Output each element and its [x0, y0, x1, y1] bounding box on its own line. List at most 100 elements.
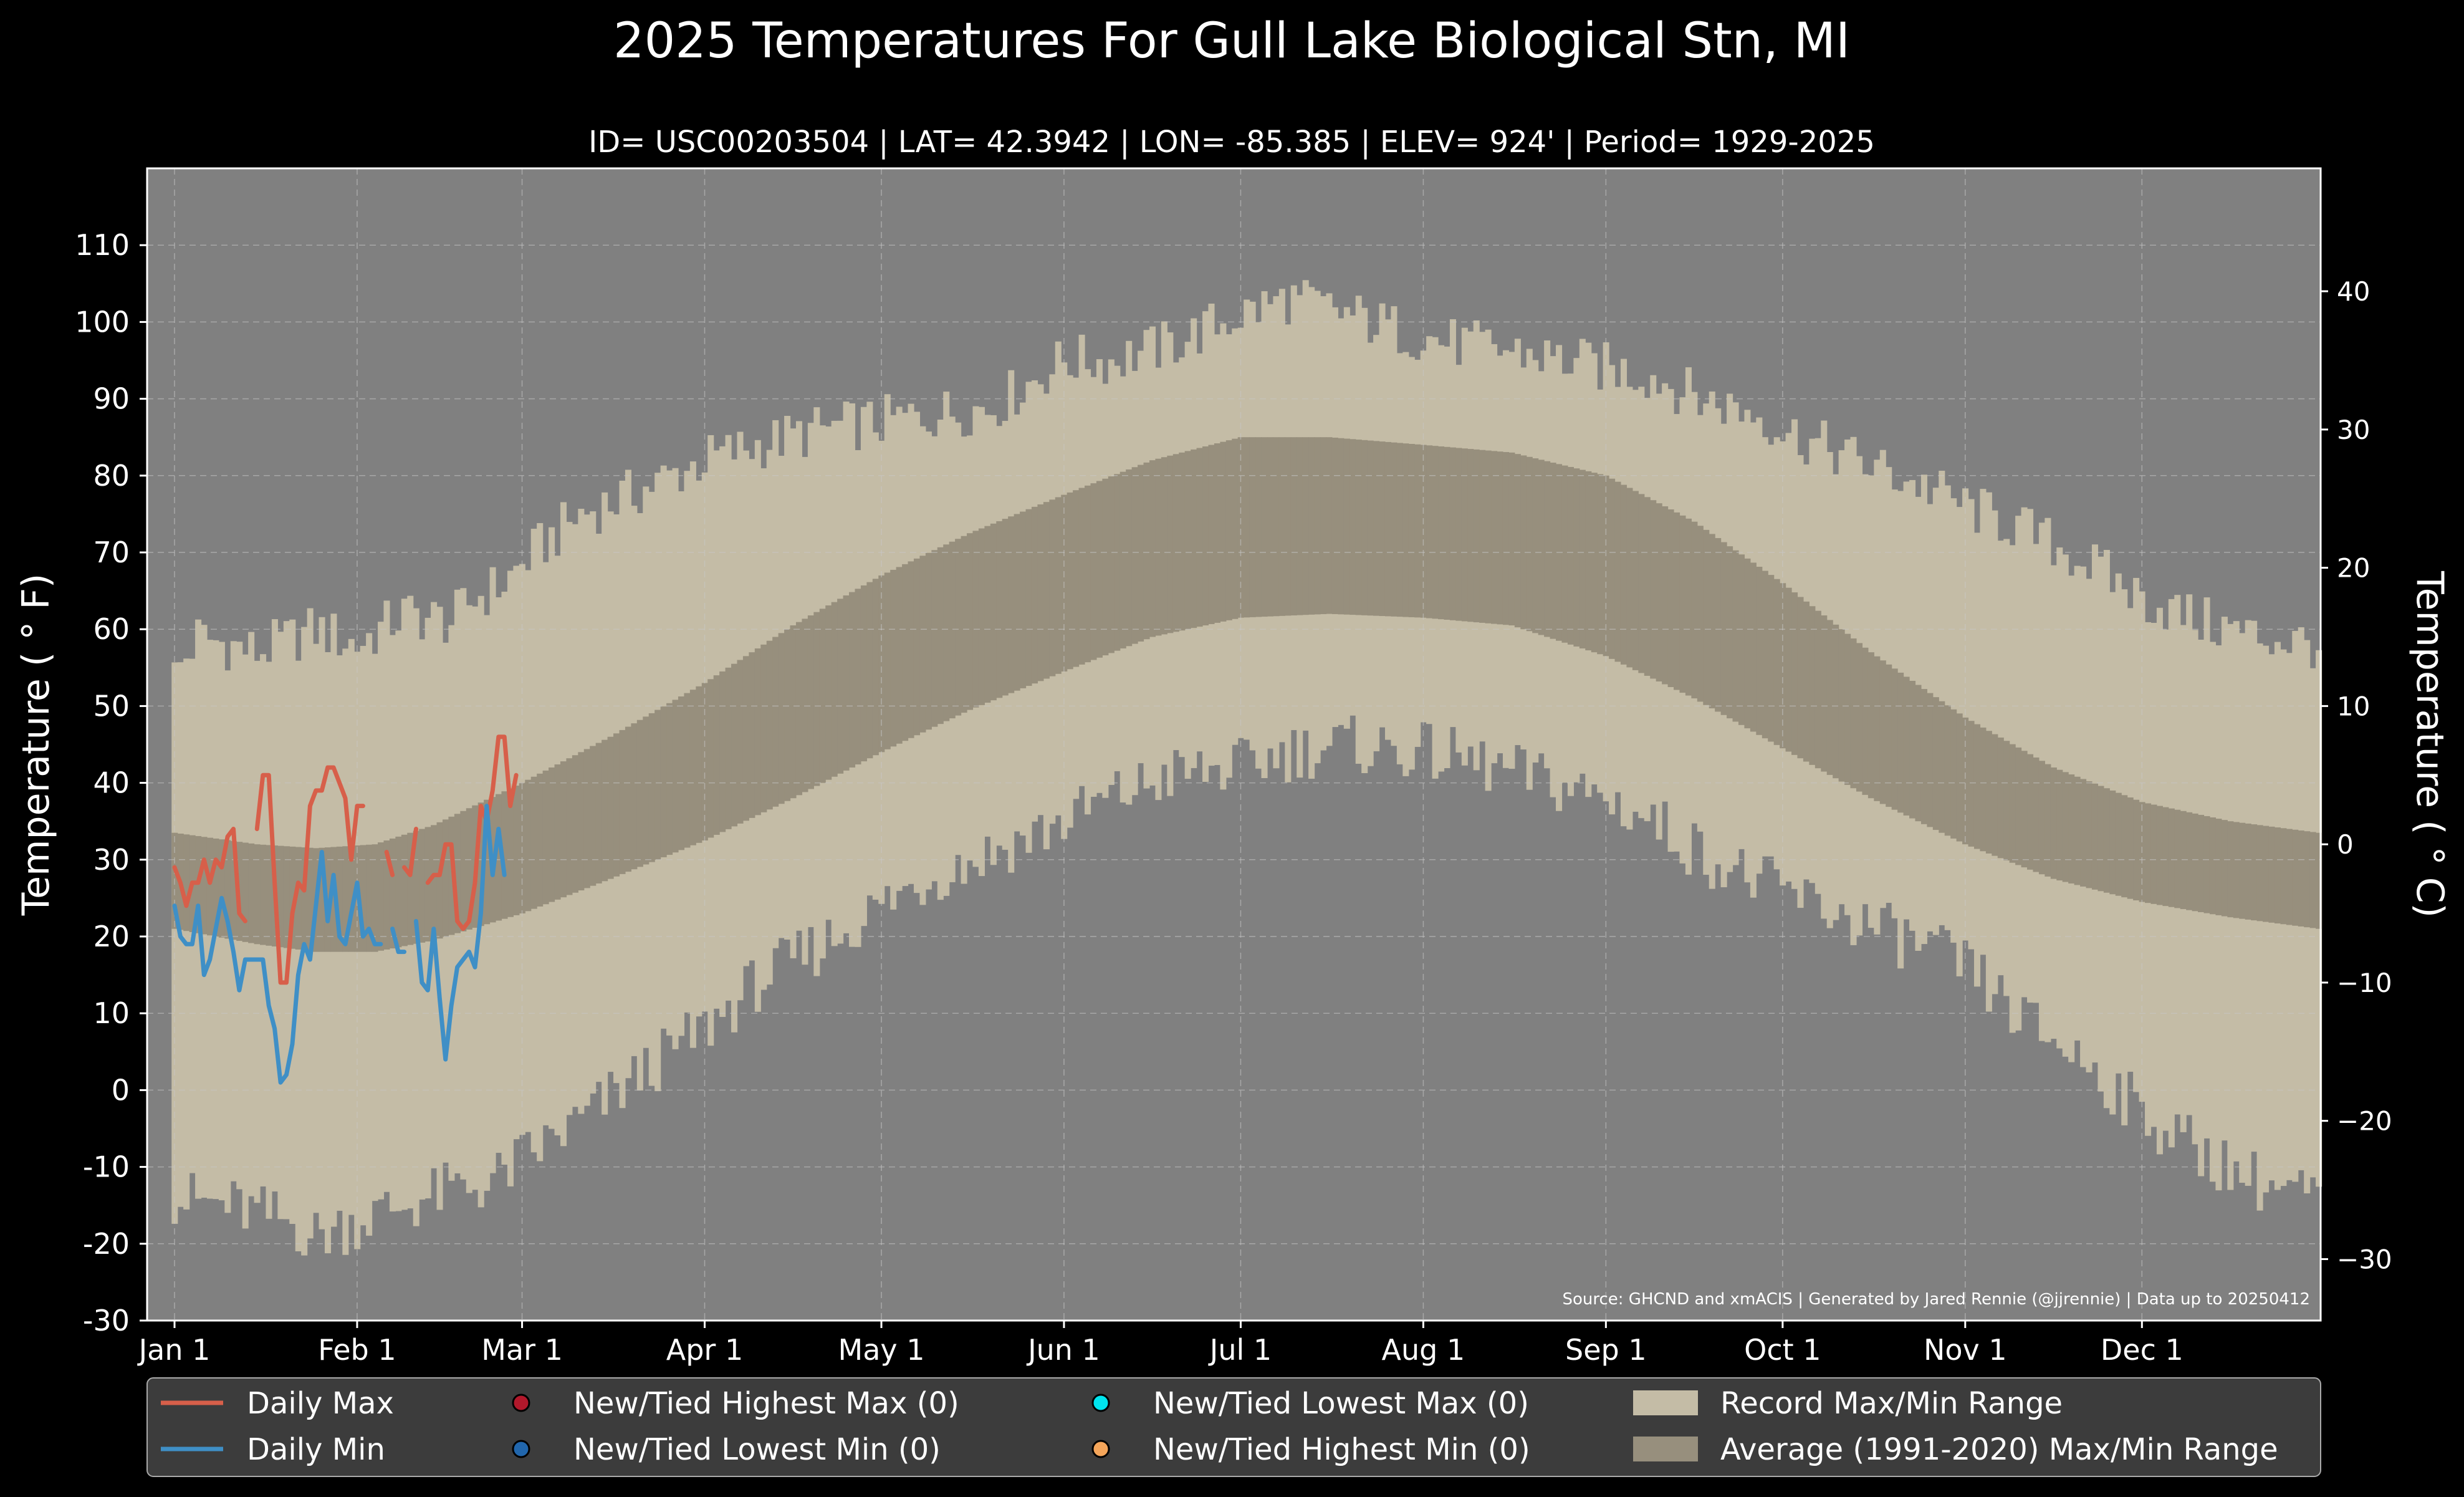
daily-min-line	[390, 927, 406, 955]
normal-range-bar	[1920, 689, 1927, 824]
daily-max-line	[384, 850, 395, 877]
normal-range-bar	[2003, 741, 2010, 861]
normal-range-bar	[949, 541, 956, 719]
normal-range-bar	[448, 816, 455, 935]
x-tick-label: Apr 1	[666, 1333, 743, 1367]
normal-range-bar	[395, 836, 402, 948]
normal-range-bar	[2251, 824, 2258, 921]
record-range-bar	[183, 658, 190, 1210]
normal-range-bar	[790, 625, 797, 799]
normal-range-bar	[1273, 437, 1280, 617]
y-tick-label-right: 20	[2337, 553, 2370, 584]
normal-range-bar	[672, 700, 679, 853]
record-range-bar	[1980, 489, 1987, 955]
normal-range-bar	[2215, 819, 2222, 915]
normal-range-bar	[1932, 697, 1939, 830]
normal-range-bar	[2009, 744, 2016, 863]
normal-range-bar	[1267, 437, 1274, 617]
legend-label: Daily Max	[247, 1386, 394, 1421]
normal-range-bar	[1709, 534, 1715, 709]
normal-range-bar	[890, 569, 897, 747]
daily-min-line	[172, 850, 383, 1085]
normal-range-bar	[1349, 439, 1356, 615]
daily-max-line	[402, 827, 418, 877]
normal-range-bar	[549, 767, 555, 902]
normal-range-bar	[442, 819, 449, 937]
normal-range-bar	[1750, 562, 1757, 732]
normal-range-bar	[1997, 737, 2004, 859]
normal-range-bar	[590, 746, 597, 886]
normal-range-bar	[1662, 506, 1669, 685]
normal-range-bar	[1184, 451, 1191, 630]
normal-range-bar	[578, 752, 585, 891]
normal-range-bar	[1143, 462, 1150, 640]
normal-range-bar	[1768, 575, 1775, 742]
normal-range-bar	[283, 846, 290, 948]
normal-range-bar	[2038, 761, 2045, 875]
record-range-bar	[295, 660, 302, 1251]
normal-range-bar	[1444, 446, 1450, 620]
normal-range-bar	[1638, 494, 1645, 673]
legend-patch-swatch	[1633, 1437, 1698, 1461]
normal-range-bar	[537, 773, 544, 907]
normal-range-bar	[990, 523, 997, 701]
normal-range-bar	[1008, 516, 1015, 693]
normal-range-bar	[2274, 827, 2281, 924]
normal-range-bar	[2168, 808, 2175, 907]
normal-range-bar	[819, 609, 826, 783]
normal-range-bar	[360, 845, 367, 952]
normal-range-bar	[301, 847, 308, 951]
normal-range-bar	[754, 648, 761, 816]
normal-range-bar	[1067, 492, 1073, 670]
normal-range-bar	[1396, 443, 1403, 617]
normal-range-bar	[2233, 822, 2240, 918]
normal-range-bar	[1102, 478, 1109, 656]
chart-title: 2025 Temperatures For Gull Lake Biologic…	[613, 13, 1850, 69]
daily-lines	[172, 734, 519, 1085]
record-range-bar	[2215, 645, 2222, 1191]
normal-range-bar	[684, 693, 691, 848]
normal-range-bar	[1191, 449, 1197, 628]
normal-range-bar	[784, 629, 791, 801]
normal-range-bar	[1968, 721, 1975, 847]
normal-range-bar	[1915, 685, 1922, 822]
y-tick-label: 10	[93, 996, 130, 1030]
normal-range-bar	[1679, 515, 1686, 693]
y-tick-label-right: −10	[2337, 968, 2392, 998]
normal-range-bar	[1119, 471, 1126, 648]
normal-range-bar	[1573, 468, 1580, 647]
normal-range-bar	[1850, 638, 1857, 789]
y-tick-label: 40	[93, 766, 130, 800]
normal-range-bar	[1886, 664, 1892, 807]
normal-range-bar	[2256, 825, 2263, 922]
normal-range-bar	[1667, 509, 1674, 688]
x-tick-label: Feb 1	[318, 1333, 396, 1367]
normal-range-bar	[1756, 566, 1763, 735]
normal-range-bar	[908, 561, 914, 738]
normal-range-bar	[1467, 449, 1474, 622]
normal-range-bar	[1674, 512, 1680, 690]
y-tick-label-right: −20	[2337, 1106, 2392, 1137]
normal-range-bar	[2027, 754, 2034, 870]
normal-range-bar	[2062, 772, 2069, 882]
normal-range-bar	[2309, 832, 2316, 928]
y-tick-label: -20	[83, 1227, 130, 1261]
normal-range-bar	[348, 845, 355, 952]
normal-range-bar	[1491, 451, 1498, 624]
normal-range-bar	[860, 585, 867, 762]
normal-range-bar	[1879, 660, 1886, 804]
normal-range-bar	[1962, 717, 1969, 845]
normal-range-bar	[613, 733, 620, 877]
normal-range-bar	[466, 808, 472, 930]
normal-range-bar	[218, 839, 225, 938]
normal-range-bar	[625, 726, 631, 872]
normal-range-bar	[778, 633, 785, 804]
normal-range-bar	[1031, 506, 1038, 684]
daily-max-line	[172, 827, 247, 923]
normal-range-bar	[696, 686, 702, 843]
normal-range-bar	[2239, 822, 2246, 919]
record-range-bar	[224, 670, 231, 1213]
normal-range-bar	[1956, 713, 1963, 842]
normal-range-bar	[307, 847, 314, 951]
normal-range-bars	[171, 437, 2323, 952]
